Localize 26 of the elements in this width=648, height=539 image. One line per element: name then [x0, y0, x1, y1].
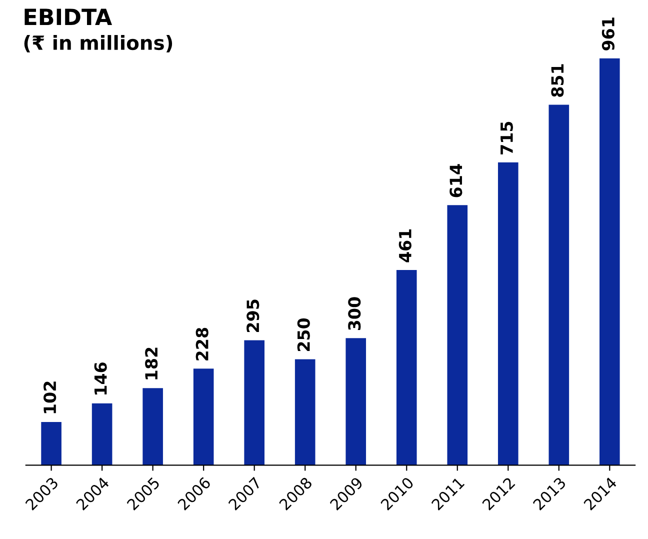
- bar: [600, 58, 620, 466]
- data-label: 295: [246, 300, 260, 332]
- bar: [193, 368, 214, 466]
- data-label: 102: [44, 382, 56, 414]
- bar: [41, 422, 62, 466]
- chart-subtitle: (₹ in millions): [24, 35, 172, 52]
- data-label: 146: [94, 362, 107, 395]
- bar: [396, 270, 417, 466]
- data-label: 228: [196, 328, 208, 360]
- data-label: 461: [398, 229, 412, 262]
- bar: [346, 338, 366, 466]
- data-label: 851: [551, 64, 564, 97]
- data-label: 961: [602, 18, 614, 50]
- bar: [548, 104, 570, 466]
- data-label: 715: [500, 122, 513, 154]
- chart-title: EBIDTA: [24, 8, 112, 25]
- bar: [92, 403, 112, 466]
- data-label: 614: [450, 164, 462, 198]
- bar: [294, 359, 316, 466]
- bar: [498, 162, 518, 466]
- bar: [447, 205, 468, 466]
- data-label: 250: [297, 318, 310, 352]
- data-label: 182: [145, 348, 158, 380]
- bar: [244, 340, 264, 466]
- bar: [142, 388, 163, 466]
- data-label: 300: [348, 297, 361, 330]
